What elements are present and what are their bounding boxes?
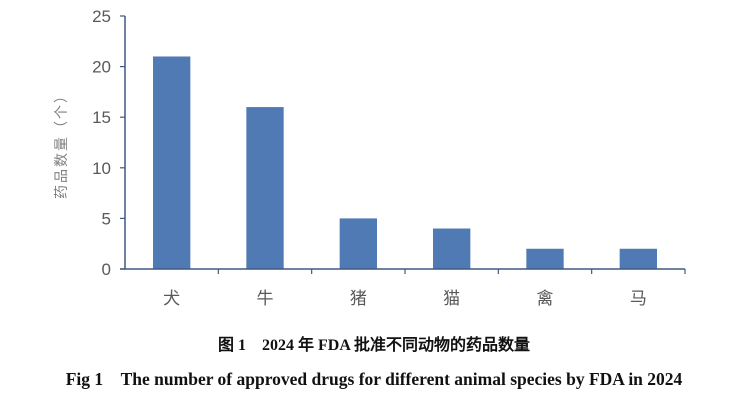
x-tick-label: 犬: [163, 289, 180, 309]
x-tick-label: 猫: [443, 289, 460, 309]
bar-3: [433, 228, 471, 269]
bar-1: [246, 107, 284, 269]
y-tick-label: 20: [92, 58, 111, 77]
figure-caption-chinese: 图 1 2024 年 FDA 批准不同动物的药品数量: [217, 337, 530, 354]
bar-4: [526, 248, 564, 269]
bar-0: [153, 56, 191, 270]
y-tick-label: 10: [92, 159, 111, 178]
x-tick-label: 马: [630, 289, 647, 309]
y-tick-label: 0: [102, 260, 111, 279]
y-tick-label: 15: [92, 108, 111, 127]
y-tick-label: 5: [102, 209, 111, 228]
x-tick-label: 禽: [537, 289, 554, 309]
bar-5: [619, 248, 657, 269]
x-tick-label: 猪: [350, 289, 367, 309]
bar-chart: 犬 牛 猪 猫 禽 马 0 5 10 15 20 25 药品数量（个）: [54, 7, 686, 309]
figure-caption-english: Fig 1 The number of approved drugs for d…: [65, 369, 683, 389]
y-axis-label: 药品数量（个）: [54, 87, 70, 199]
bar-2: [339, 218, 377, 269]
y-tick-label: 25: [92, 7, 111, 26]
x-tick-label: 牛: [257, 289, 274, 309]
